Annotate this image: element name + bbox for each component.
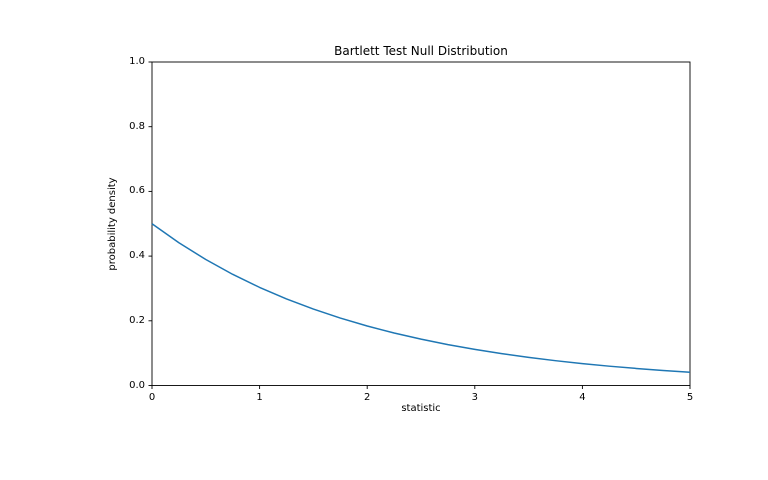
y-tick-label: 0.2 (129, 314, 145, 326)
chart-title: Bartlett Test Null Distribution (334, 44, 508, 58)
y-tick-label: 0.8 (129, 120, 145, 132)
x-tick-label: 1 (256, 391, 263, 403)
y-tick-label: 0.0 (129, 379, 145, 391)
x-axis-label: statistic (401, 403, 441, 414)
y-tick-label: 0.6 (129, 185, 145, 197)
x-tick-label: 3 (471, 391, 478, 403)
y-tick-label: 1.0 (129, 56, 145, 67)
x-tick-label: 0 (148, 391, 156, 403)
x-tick-label: 4 (579, 391, 586, 403)
axes-spines (151, 61, 691, 386)
pdf-curve (151, 223, 691, 373)
x-tick-label: 5 (686, 391, 694, 403)
y-tick-label: 0.4 (129, 250, 145, 262)
x-tick-label: 2 (364, 391, 371, 403)
